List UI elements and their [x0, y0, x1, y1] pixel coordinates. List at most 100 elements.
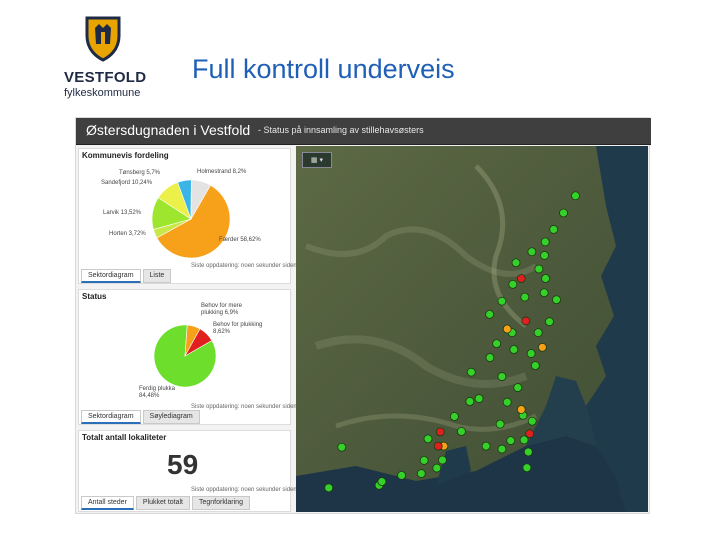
- map-point-done[interactable]: [419, 455, 429, 465]
- distribution-slice-5: [190, 179, 211, 221]
- distribution-tabs: Sektordiagram Liste: [81, 269, 173, 283]
- satellite-map: [296, 146, 648, 512]
- map-point-more[interactable]: [502, 324, 512, 334]
- map-point-done[interactable]: [559, 208, 568, 218]
- map-point-need[interactable]: [516, 274, 526, 283]
- map-point-done[interactable]: [497, 444, 507, 454]
- total-count: 59: [167, 449, 199, 480]
- pie-label-holmestrand: Holmestrand 8,2%: [197, 169, 247, 175]
- dashboard-title: Østersdugnaden i Vestfold: [86, 122, 251, 138]
- map-point-done[interactable]: [481, 441, 491, 451]
- distribution-panel: Kommunevis fordeling Holmestrand 8,2% Tø…: [78, 148, 297, 284]
- map-point-done[interactable]: [432, 463, 442, 473]
- logo-text: VESTFOLD: [64, 69, 147, 86]
- map-point-done[interactable]: [541, 274, 550, 283]
- map-point-done[interactable]: [449, 412, 459, 421]
- total-tabs: Antall steder Plukket totalt Tegnforklar…: [81, 496, 252, 510]
- pie-label-more-picking: Behov for mere plukking 6,9%: [201, 303, 243, 316]
- map-point-done[interactable]: [571, 191, 580, 201]
- map-point-done[interactable]: [337, 442, 347, 452]
- map-point-done[interactable]: [474, 394, 484, 403]
- dashboard-subtitle: - Status på innsamling av stillehavsøste…: [258, 125, 424, 135]
- map-point-done[interactable]: [438, 455, 447, 465]
- status-tabs: Sektordiagram Søylediagram: [81, 410, 202, 424]
- map-point-done[interactable]: [497, 372, 507, 381]
- chevron-down-icon: ▾: [319, 157, 324, 164]
- pie-label-larvik: Larvik 13,52%: [103, 210, 142, 216]
- map-point-done[interactable]: [485, 353, 495, 362]
- status-pie-chart: [153, 324, 217, 388]
- map-point-done[interactable]: [502, 397, 512, 407]
- pie-label-done: Ferdig plukka 84,48%: [139, 386, 176, 399]
- status-title: Status: [82, 292, 107, 301]
- status-slice-2: [184, 328, 213, 357]
- map-point-done[interactable]: [324, 483, 334, 493]
- map-point-done[interactable]: [540, 237, 550, 247]
- map-point-done[interactable]: [534, 264, 544, 274]
- map-point-done[interactable]: [465, 397, 475, 406]
- status-panel: Status Behov for mere plukking 6,9% Beho…: [78, 289, 297, 425]
- map-point-done[interactable]: [527, 416, 537, 426]
- map-point-need[interactable]: [521, 316, 531, 326]
- tab-sektordiagram[interactable]: Sektordiagram: [81, 269, 141, 283]
- tab-tegnforklaring[interactable]: Tegnforklaring: [192, 496, 250, 510]
- map-point-more[interactable]: [516, 405, 526, 414]
- pie-label-horten: Horten 3,72%: [109, 231, 146, 237]
- map-point-done[interactable]: [495, 419, 505, 429]
- map-point-done[interactable]: [520, 292, 530, 302]
- map-point-done[interactable]: [533, 328, 543, 338]
- map-point-done[interactable]: [511, 258, 521, 268]
- pie-label-tonsberg: Tønsberg 5,7%: [119, 170, 161, 176]
- map-point-done[interactable]: [513, 383, 523, 392]
- map-point-done[interactable]: [523, 447, 533, 457]
- map-point-need[interactable]: [525, 429, 535, 439]
- tab-plukket-totalt[interactable]: Plukket totalt: [135, 496, 190, 510]
- map-point-done[interactable]: [466, 367, 476, 377]
- map-point-done[interactable]: [485, 309, 495, 319]
- map-point-done[interactable]: [377, 477, 387, 487]
- map-point-done[interactable]: [397, 470, 406, 480]
- map-point-done[interactable]: [509, 345, 519, 354]
- map-point-more[interactable]: [537, 342, 547, 352]
- distribution-pie-chart: [151, 179, 231, 259]
- map-view[interactable]: ▦ ▾: [296, 146, 648, 512]
- last-updated-text: Siste oppdatering: noen sekunder siden: [191, 263, 297, 269]
- map-point-done[interactable]: [540, 251, 549, 260]
- logo-subtext: fylkeskommune: [64, 87, 141, 99]
- tab-antall-steder[interactable]: Antall steder: [81, 496, 134, 510]
- layer-toggle-button[interactable]: ▦ ▾: [302, 152, 332, 168]
- map-point-done[interactable]: [527, 247, 537, 257]
- last-updated-text: Siste oppdatering: noen sekunder siden: [191, 487, 297, 493]
- map-points-layer: [324, 191, 580, 493]
- coat-of-arms-icon: [85, 16, 121, 62]
- map-point-done[interactable]: [549, 225, 559, 234]
- map-point-done[interactable]: [539, 288, 549, 298]
- map-point-done[interactable]: [526, 349, 536, 358]
- map-point-done[interactable]: [506, 436, 516, 446]
- map-point-done[interactable]: [497, 296, 507, 306]
- map-point-done[interactable]: [519, 435, 529, 445]
- map-point-done[interactable]: [416, 469, 426, 478]
- slide-title: Full kontroll underveis: [192, 54, 455, 84]
- map-point-done[interactable]: [552, 295, 561, 305]
- vestfold-logo: VESTFOLD fylkeskommune: [58, 14, 158, 104]
- map-point-done[interactable]: [522, 463, 532, 473]
- total-title: Totalt antall lokaliteter: [82, 433, 167, 442]
- tab-liste[interactable]: Liste: [142, 269, 172, 283]
- map-point-done[interactable]: [457, 427, 466, 436]
- tab-sektordiagram[interactable]: Sektordiagram: [81, 410, 141, 424]
- dashboard-header: Østersdugnaden i Vestfold - Status på in…: [76, 118, 651, 145]
- distribution-title: Kommunevis fordeling: [82, 151, 169, 160]
- map-point-done[interactable]: [530, 361, 540, 371]
- map-point-done[interactable]: [423, 434, 433, 444]
- map-point-done[interactable]: [508, 279, 518, 289]
- last-updated-text: Siste oppdatering: noen sekunder siden: [191, 404, 297, 410]
- map-point-done[interactable]: [545, 317, 554, 327]
- dashboard-screenshot: Østersdugnaden i Vestfold - Status på in…: [75, 117, 651, 514]
- pie-label-faerder: Færder 58,62%: [219, 237, 261, 243]
- tab-soylediagram[interactable]: Søylediagram: [142, 410, 200, 424]
- map-point-need[interactable]: [433, 441, 443, 451]
- map-point-done[interactable]: [492, 339, 502, 349]
- map-point-need[interactable]: [435, 427, 445, 437]
- layers-icon: ▦: [310, 157, 318, 164]
